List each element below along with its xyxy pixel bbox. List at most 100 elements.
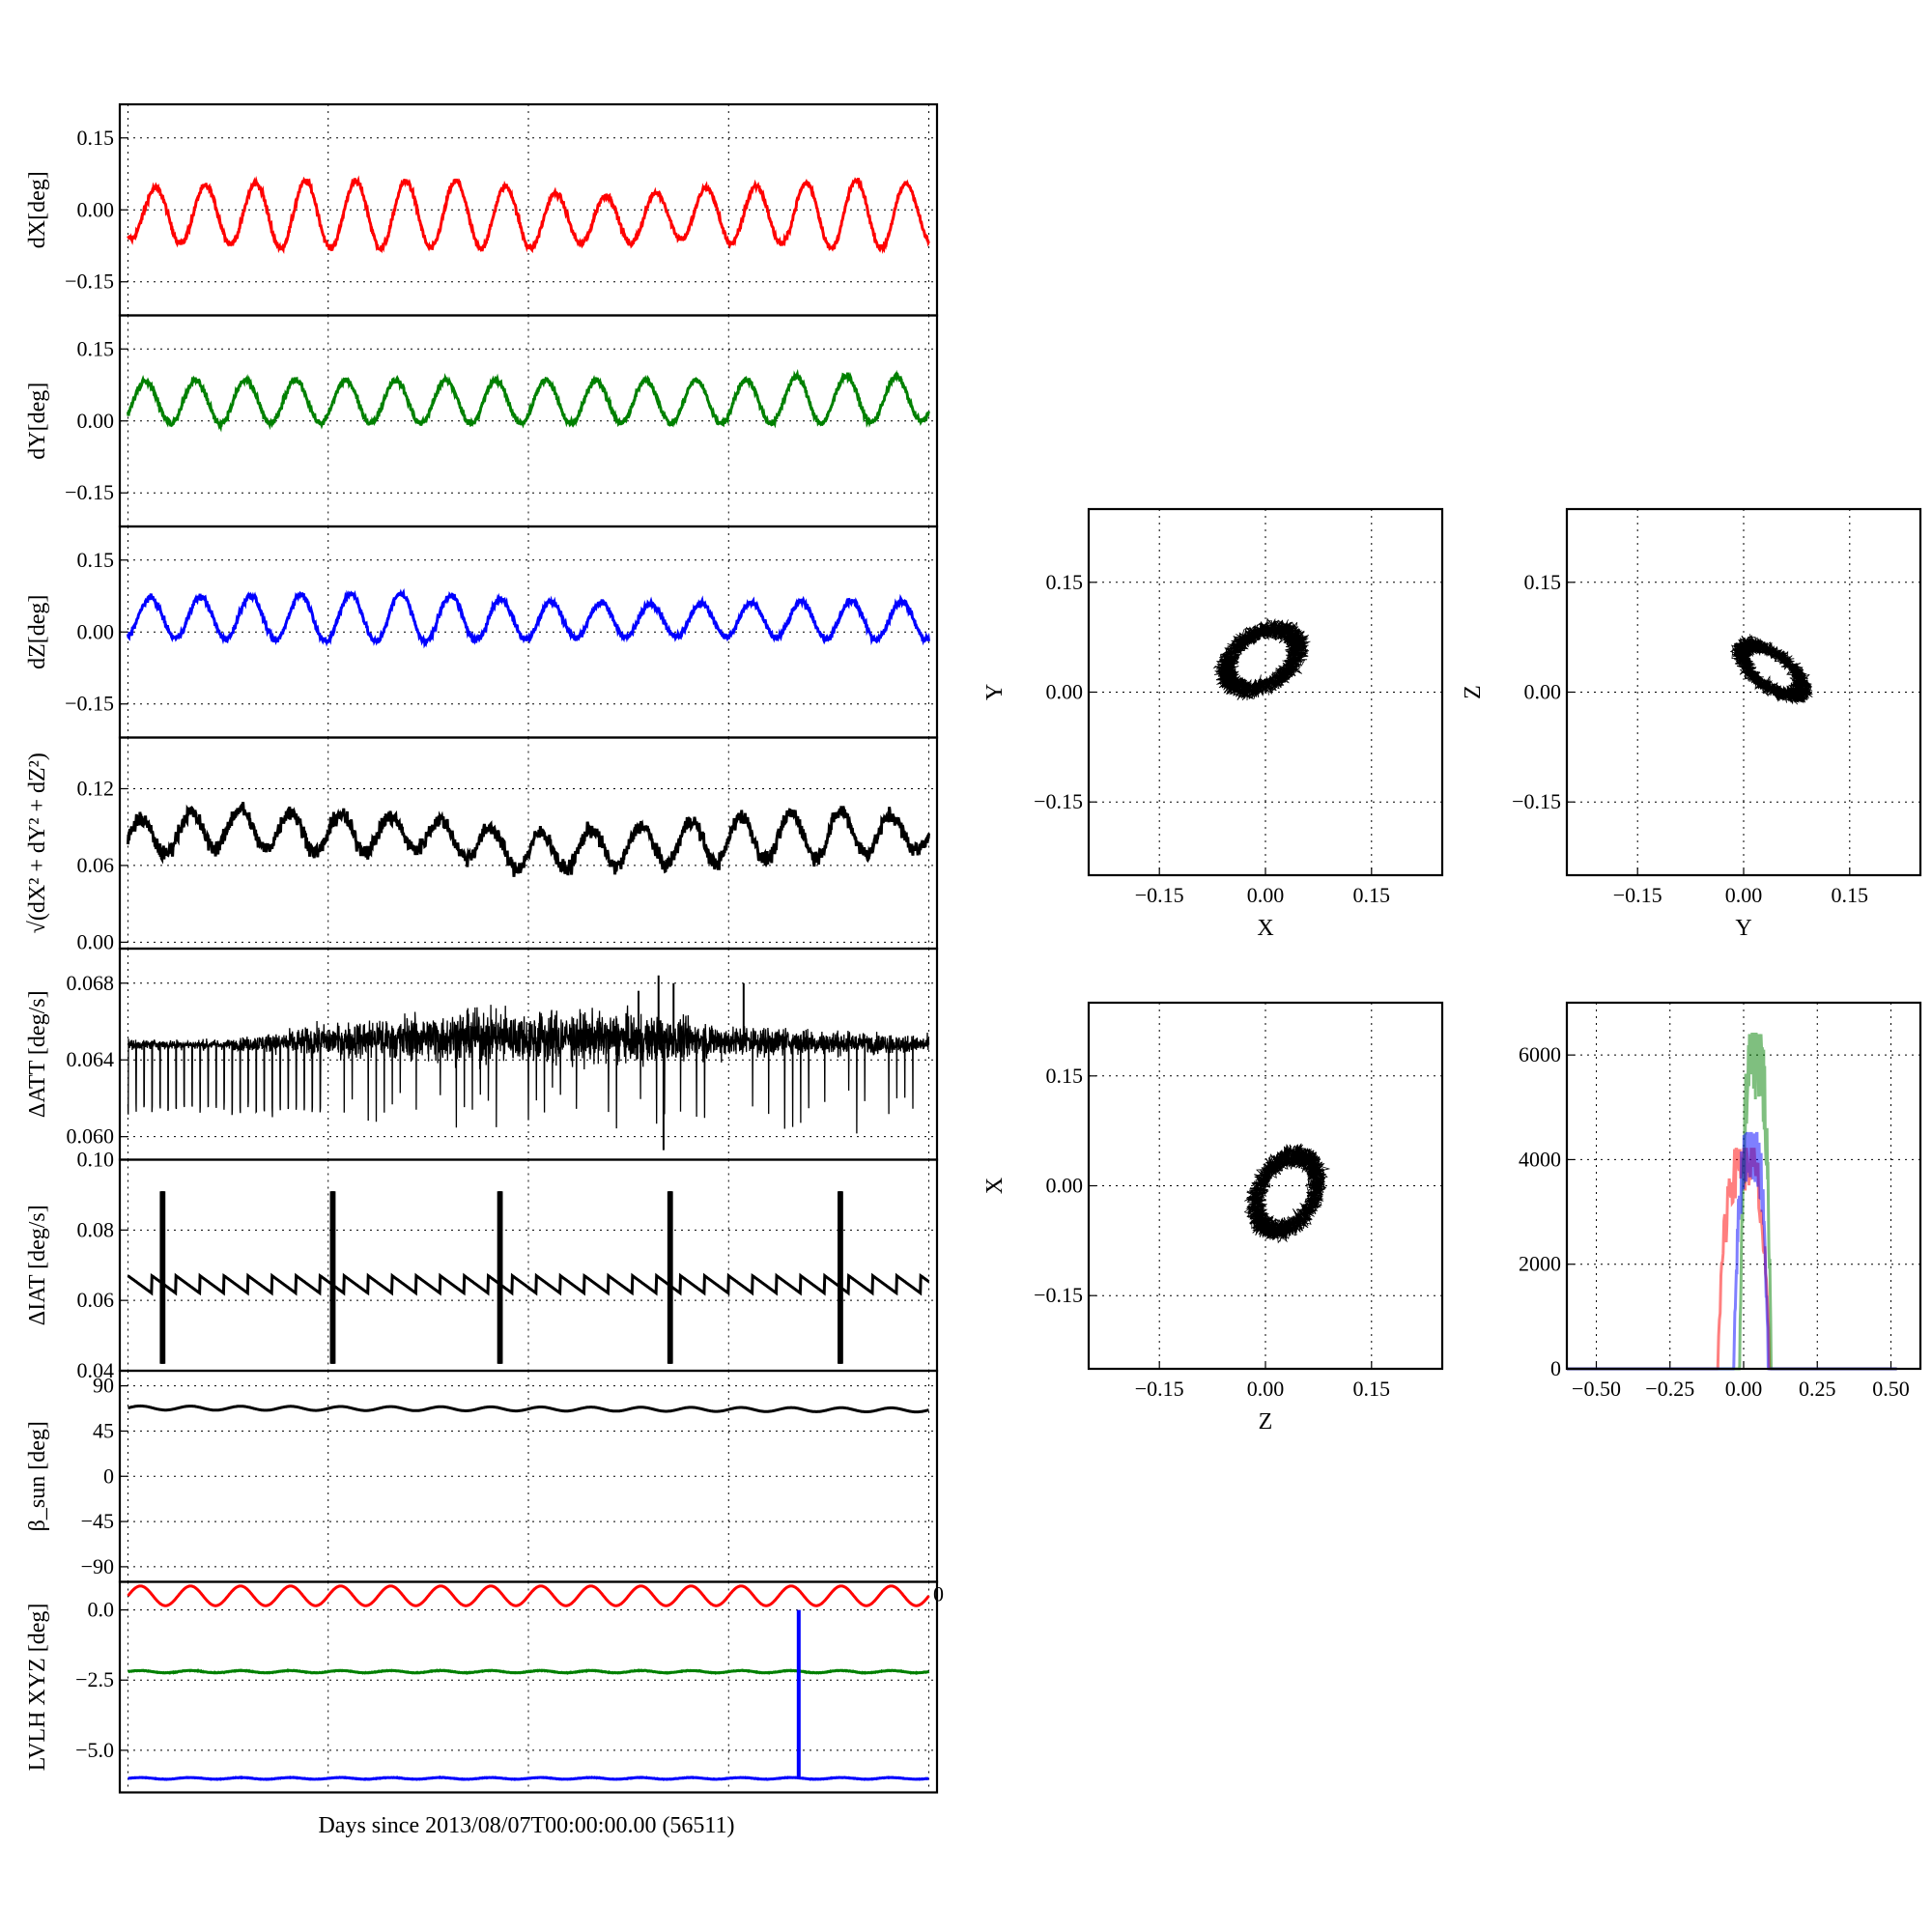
panel-zx: 0.15 0.00 −0.15 −0.15 0.00 0.15 X Z: [982, 1001, 1444, 1435]
shared-x-axis-label: Days since 2013/08/07T00:00:00.00 (56511…: [318, 1813, 734, 1838]
panels: 0.150.00−0.15dX[deg]0.150.00−0.15dY[deg]…: [25, 102, 1922, 1794]
panel-beta: 90 45 0 −45 −90 β_sun [deg]: [25, 1369, 939, 1583]
panel-lvlh: 0.0 −2.5 −5.0 LVLH XYZ [deg] 0: [25, 1580, 944, 1794]
y-axis-label: LVLH XYZ [deg]: [25, 1604, 50, 1772]
y-tick-label: 0.15: [1524, 570, 1562, 594]
panel-datt: 0.068 0.064 0.060 ΔATT [deg/s]: [25, 947, 939, 1161]
y-tick-label: −2.5: [75, 1667, 114, 1691]
x-tick-label: 0.00: [1247, 1377, 1285, 1401]
y-tick-label: −0.15: [65, 270, 114, 294]
axes-frame: [118, 1580, 939, 1794]
x-tick-label: −0.25: [1645, 1377, 1694, 1401]
y-tick-label: 0.00: [1046, 1174, 1084, 1198]
panel-hist: 6000 4000 2000 0 −0.50 −0.25 0.00 0.25 0.50: [1519, 1001, 1922, 1401]
y-tick-label: −0.15: [65, 692, 114, 716]
y-tick-label: 0.064: [67, 1047, 115, 1071]
x-axis-label: Y: [1735, 916, 1751, 941]
y-tick-label: 0.15: [77, 336, 115, 360]
x-tick-label: −0.15: [1135, 1377, 1184, 1401]
x-tick-label: 0.15: [1832, 883, 1869, 907]
y-axis-label: dX[deg]: [25, 171, 50, 248]
panel-dy: 0.15 0.00 −0.15 dY[deg]: [25, 314, 939, 528]
overflow-tick-label: 0: [933, 1582, 944, 1606]
x-tick-label: 0.50: [1872, 1377, 1910, 1401]
panel-dz: 0.15 0.00 −0.15 dZ[deg]: [25, 525, 939, 739]
x-tick-label: −0.15: [1135, 883, 1184, 907]
x-axis-label: X: [1257, 916, 1273, 941]
y-tick-label: 0.15: [1046, 570, 1084, 594]
y-tick-label: 0.15: [77, 126, 115, 150]
series-line: [128, 1404, 929, 1414]
y-axis-label: √(dX² + dY² + dZ²): [25, 753, 50, 933]
y-tick-label: 0.10: [77, 1148, 115, 1172]
panel-xy: 0.15 0.00 −0.15 −0.15 0.00 0.15 Y X: [982, 507, 1444, 941]
axes-frame: [118, 736, 939, 951]
series-line: [127, 1272, 930, 1296]
series-line: [127, 1667, 930, 1675]
x-tick-label: −0.15: [1613, 883, 1662, 907]
panel-yz: 0.15 0.00 −0.15 −0.15 0.00 0.15 Z Y: [1461, 507, 1922, 941]
y-tick-label: 0.00: [1524, 680, 1562, 704]
y-tick-label: −0.15: [1034, 1283, 1083, 1307]
y-tick-label: −0.15: [1512, 789, 1561, 813]
y-axis-label: Z: [1461, 685, 1486, 699]
y-tick-label: 0.04: [77, 1358, 115, 1382]
x-axis-label: Z: [1259, 1409, 1273, 1435]
y-tick-label: 0.12: [77, 776, 115, 800]
panel-diat: 0.10 0.08 0.06 0.04 ΔIAT [deg/s]: [25, 1148, 939, 1382]
x-tick-label: 0.00: [1725, 1377, 1763, 1401]
y-tick-label: 0: [103, 1463, 114, 1488]
histogram-series: [1567, 1131, 1897, 1371]
y-tick-label: 4000: [1519, 1147, 1561, 1171]
axes-frame: [1565, 1001, 1922, 1371]
y-tick-label: −0.15: [65, 480, 114, 504]
y-axis-label: dZ[deg]: [25, 595, 50, 669]
trajectory-line: [1212, 617, 1311, 701]
axes-frame: [1565, 507, 1922, 877]
panel-dx: 0.15 0.00 −0.15 dX[deg]: [25, 102, 939, 317]
y-tick-label: 0: [1550, 1356, 1561, 1380]
series-line: [127, 175, 930, 254]
x-tick-label: 0.00: [1247, 883, 1285, 907]
series-line: [128, 1775, 929, 1781]
series-line: [127, 587, 930, 649]
y-tick-label: 0.00: [77, 929, 115, 953]
y-tick-label: −5.0: [75, 1738, 114, 1762]
y-tick-label: 0.08: [77, 1217, 115, 1241]
axes-frame: [1087, 1001, 1444, 1371]
x-tick-label: 0.15: [1353, 1377, 1391, 1401]
x-tick-label: 0.00: [1725, 883, 1763, 907]
y-tick-label: 0.00: [77, 409, 115, 433]
series-line: [127, 802, 930, 877]
axes-frame: [118, 1158, 939, 1373]
x-tick-label: 0.25: [1799, 1377, 1836, 1401]
y-tick-label: 90: [93, 1374, 114, 1398]
y-tick-label: −45: [81, 1509, 114, 1533]
histogram-series: [1567, 1148, 1897, 1371]
x-tick-label: 0.15: [1353, 883, 1391, 907]
y-tick-label: 6000: [1519, 1042, 1561, 1066]
y-tick-label: 0.0: [88, 1598, 115, 1622]
y-tick-label: 0.00: [77, 619, 115, 643]
y-tick-label: 45: [93, 1418, 114, 1442]
y-tick-label: 0.00: [1046, 680, 1084, 704]
x-tick-label: −0.50: [1572, 1377, 1621, 1401]
trajectory-line: [1243, 1143, 1331, 1244]
y-tick-label: 0.06: [77, 853, 115, 877]
y-tick-label: 0.00: [77, 197, 115, 221]
y-axis-label: Y: [982, 684, 1008, 700]
y-axis-label: dY[deg]: [25, 383, 50, 460]
y-tick-label: 0.060: [67, 1124, 115, 1149]
y-tick-label: −90: [81, 1554, 114, 1578]
series-line: [127, 1005, 930, 1134]
y-tick-label: 2000: [1519, 1252, 1561, 1276]
y-tick-label: 0.068: [67, 971, 115, 995]
y-axis-label: ΔIAT [deg/s]: [25, 1205, 50, 1325]
y-tick-label: 0.06: [77, 1288, 115, 1312]
trajectory-line: [1729, 634, 1813, 705]
y-tick-label: 0.15: [77, 548, 115, 572]
y-axis-label: β_sun [deg]: [25, 1421, 50, 1531]
y-tick-label: −0.15: [1034, 789, 1083, 813]
y-tick-label: 0.15: [1046, 1064, 1084, 1088]
